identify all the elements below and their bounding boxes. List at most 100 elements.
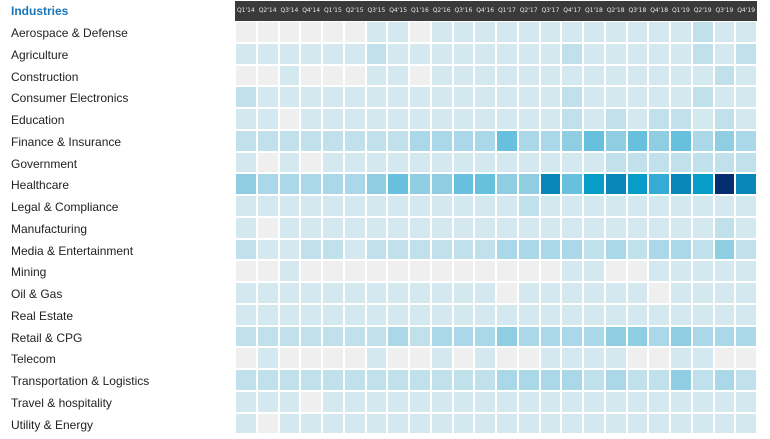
- heatmap-cell: [474, 282, 496, 304]
- heatmap-cell: [496, 195, 518, 217]
- column-label: Q3'14: [280, 7, 299, 14]
- heatmap-cell: [648, 21, 670, 43]
- heatmap-cell: [517, 347, 540, 369]
- heatmap-cell: [670, 369, 692, 391]
- heatmap-cell: [256, 129, 279, 152]
- heatmap-cell: [604, 151, 627, 174]
- heatmap-cell: [496, 303, 518, 326]
- heatmap-cell: [278, 282, 301, 304]
- heatmap-cell: [670, 173, 692, 195]
- heatmap-cell: [474, 64, 496, 87]
- row-label: Legal & Compliance: [11, 200, 119, 214]
- row-label: Retail & CPG: [11, 330, 83, 345]
- heatmap-cell: [256, 390, 279, 413]
- heatmap-cell: [278, 42, 301, 65]
- heatmap-cell: [604, 260, 627, 282]
- heatmap-cell: [300, 108, 322, 130]
- heatmap-cell: [365, 151, 388, 174]
- heatmap-cell: [561, 216, 583, 239]
- heatmap-cell: [539, 216, 562, 239]
- heatmap-cell: [409, 347, 431, 369]
- heatmap-cell: [409, 86, 431, 108]
- heatmap-cell: [539, 42, 562, 65]
- heatmap-cell: [604, 129, 627, 152]
- heatmap-cell: [474, 238, 496, 261]
- heatmap-cell: [648, 282, 670, 304]
- heatmap-cell: [713, 21, 736, 43]
- heatmap-cell: [430, 86, 453, 108]
- heatmap-cell: [343, 238, 366, 261]
- column-label: Q3'16: [454, 7, 473, 14]
- heatmap-cell: [496, 238, 518, 261]
- heatmap-cell: [452, 260, 475, 282]
- heatmap-cell: [539, 64, 562, 87]
- heatmap-cell: [452, 303, 475, 326]
- heatmap-cell: [452, 390, 475, 413]
- heatmap-cell: [691, 173, 714, 195]
- column-label: Q2'17: [519, 7, 538, 14]
- heatmap-cell: [474, 173, 496, 195]
- heatmap-cell: [517, 151, 540, 174]
- heatmap-cell: [300, 325, 322, 348]
- heatmap-cell: [365, 129, 388, 152]
- heatmap-cell: [278, 216, 301, 239]
- heatmap-cell: [561, 325, 583, 348]
- heatmap-cell: [474, 216, 496, 239]
- heatmap-cell: [713, 412, 736, 435]
- heatmap-cell: [583, 260, 605, 282]
- heatmap-cell: [322, 151, 344, 174]
- heatmap-cell: [496, 86, 518, 108]
- heatmap-cell: [539, 347, 562, 369]
- heatmap-cell: [648, 325, 670, 348]
- heatmap-cell: [300, 173, 322, 195]
- heatmap-cell: [235, 86, 257, 108]
- heatmap-cell: [430, 282, 453, 304]
- heatmap-cell: [365, 303, 388, 326]
- heatmap-cell: [409, 282, 431, 304]
- heatmap-cell: [691, 390, 714, 413]
- heatmap-cell: [713, 64, 736, 87]
- heatmap-cell: [235, 173, 257, 195]
- heatmap-cell: [322, 390, 344, 413]
- heatmap-cell: [561, 64, 583, 87]
- heatmap-cell: [735, 325, 757, 348]
- heatmap-cell: [670, 216, 692, 239]
- heatmap-cell: [430, 303, 453, 326]
- heatmap-cell: [387, 347, 409, 369]
- heatmap-cell: [387, 369, 409, 391]
- heatmap-cell: [430, 129, 453, 152]
- heatmap-cell: [387, 412, 409, 435]
- column-label: Q2'16: [432, 7, 451, 14]
- heatmap-cell: [235, 260, 257, 282]
- row-label: Utility & Energy: [11, 417, 94, 432]
- heatmap-cell: [691, 108, 714, 130]
- heatmap-cell: [343, 108, 366, 130]
- heatmap-cell: [691, 151, 714, 174]
- heatmap-cell: [409, 42, 431, 65]
- heatmap-cell: [539, 21, 562, 43]
- heatmap-cell: [713, 216, 736, 239]
- heatmap-cell: [713, 303, 736, 326]
- heatmap-cell: [713, 129, 736, 152]
- heatmap-cell: [256, 64, 279, 87]
- heatmap-cell: [648, 173, 670, 195]
- heatmap-cell: [409, 238, 431, 261]
- heatmap-cell: [452, 42, 475, 65]
- row-label: Consumer Electronics: [11, 91, 129, 106]
- heatmap-cell: [604, 173, 627, 195]
- row-label: Manufacturing: [11, 221, 88, 236]
- heatmap-cell: [517, 86, 540, 108]
- heatmap-cell: [235, 195, 257, 217]
- heatmap-cell: [322, 129, 344, 152]
- heatmap-cell: [648, 369, 670, 391]
- column-label: Q1'14: [236, 7, 255, 14]
- heatmap-cell: [278, 64, 301, 87]
- heatmap-cell: [300, 260, 322, 282]
- heatmap-cell: [365, 347, 388, 369]
- column-label: Q1'17: [497, 7, 516, 14]
- heatmap-cell: [452, 173, 475, 195]
- heatmap-cell: [409, 129, 431, 152]
- heatmap-cell: [735, 173, 757, 195]
- heatmap-cell: [670, 195, 692, 217]
- heatmap-cell: [365, 238, 388, 261]
